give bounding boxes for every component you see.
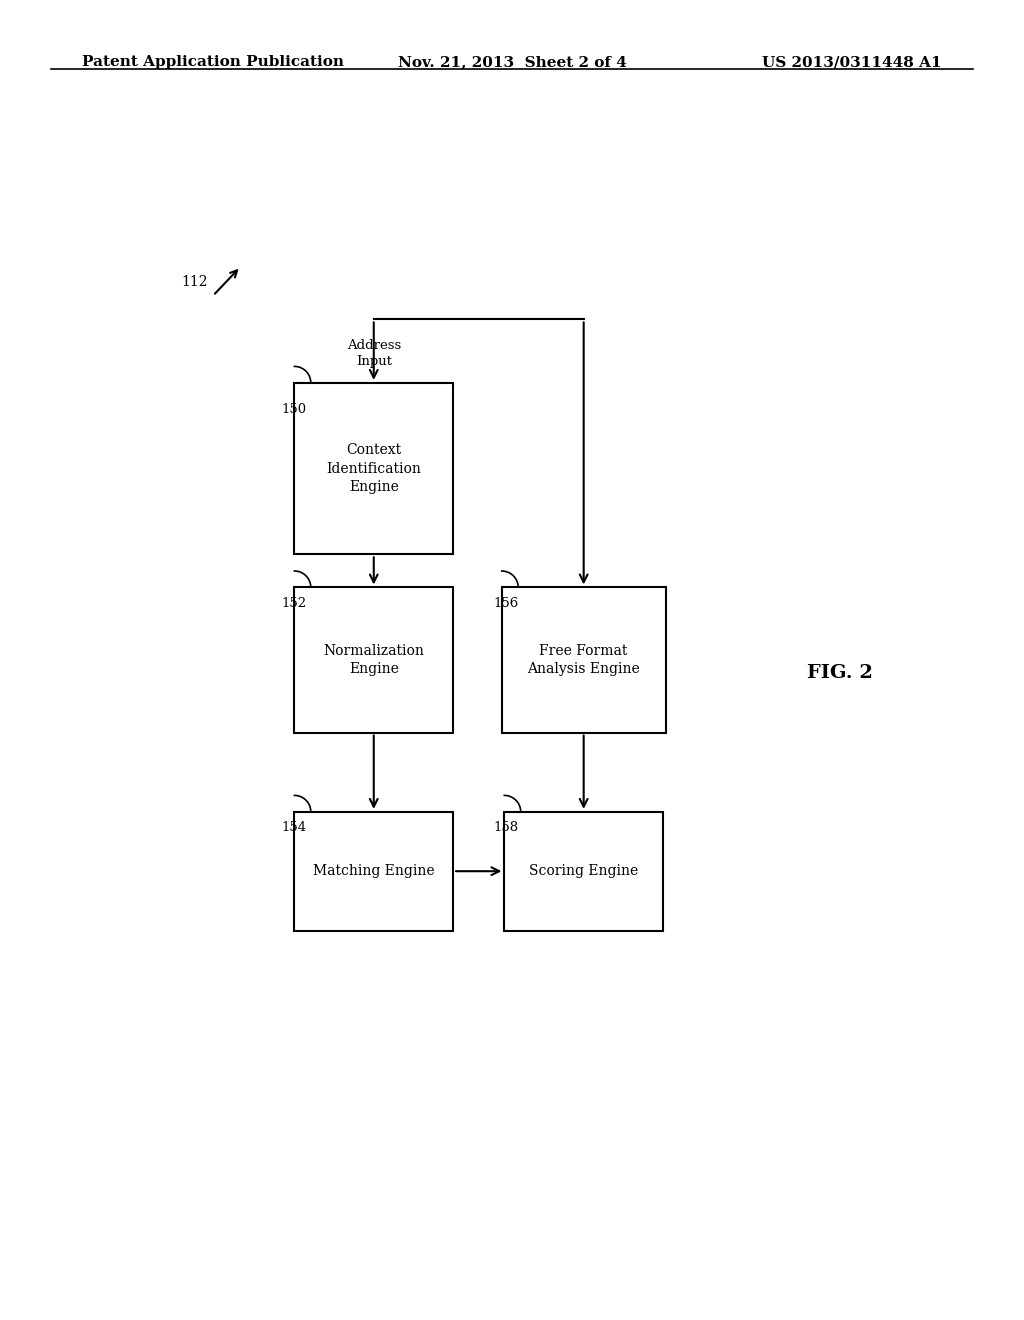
- Text: Nov. 21, 2013  Sheet 2 of 4: Nov. 21, 2013 Sheet 2 of 4: [397, 55, 627, 70]
- Text: Context
Identification
Engine: Context Identification Engine: [327, 444, 421, 494]
- Text: US 2013/0311448 A1: US 2013/0311448 A1: [763, 55, 942, 70]
- Text: 156: 156: [494, 597, 519, 610]
- Text: 152: 152: [282, 597, 307, 610]
- Text: Free Format
Analysis Engine: Free Format Analysis Engine: [527, 644, 640, 676]
- Text: Scoring Engine: Scoring Engine: [529, 865, 638, 878]
- Text: Patent Application Publication: Patent Application Publication: [82, 55, 344, 70]
- Text: Address
Input: Address Input: [347, 339, 400, 368]
- Text: 112: 112: [181, 276, 208, 289]
- Text: 154: 154: [282, 821, 307, 834]
- Text: FIG. 2: FIG. 2: [807, 664, 872, 682]
- Text: Matching Engine: Matching Engine: [313, 865, 434, 878]
- Text: 150: 150: [282, 403, 307, 416]
- Text: Normalization
Engine: Normalization Engine: [324, 644, 424, 676]
- Text: 158: 158: [494, 821, 519, 834]
